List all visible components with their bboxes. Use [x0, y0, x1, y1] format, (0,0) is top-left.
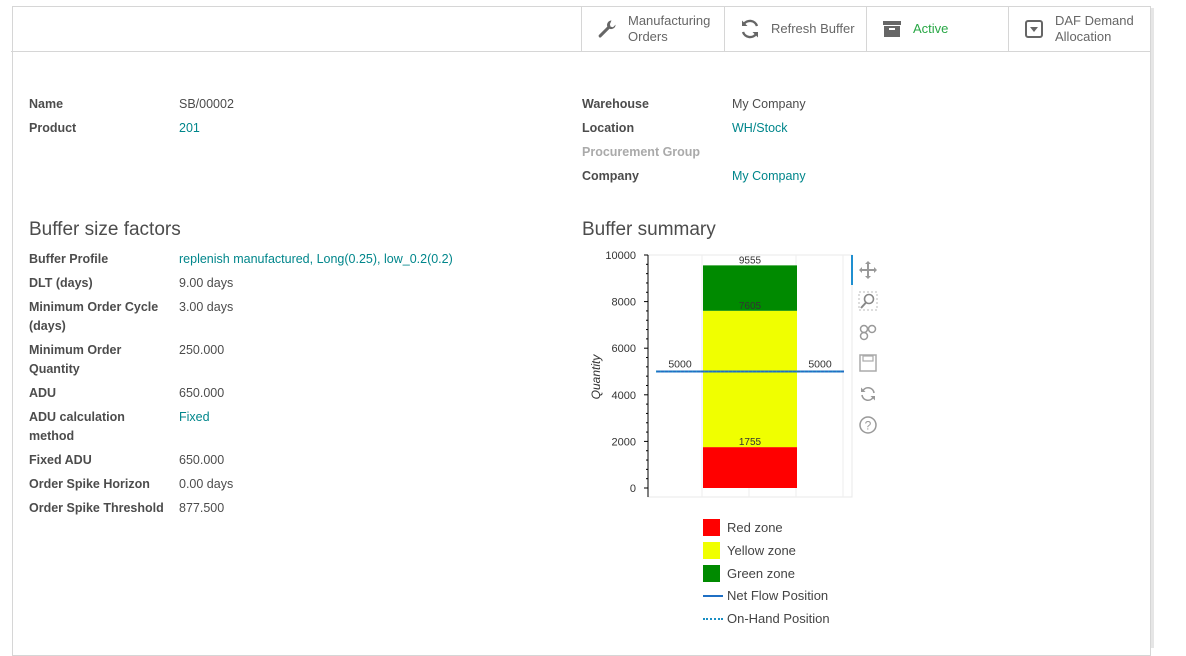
- order-spike-threshold-value: 877.500: [179, 501, 225, 515]
- y-tick-label: 0: [630, 483, 636, 495]
- active-toggle-button[interactable]: Active: [866, 7, 1008, 51]
- legend-on-hand-position[interactable]: On-Hand Position: [703, 611, 830, 626]
- dlt-value: 9.00 days: [179, 276, 234, 290]
- green-zone-swatch: [703, 565, 720, 582]
- buffer-profile-label: Buffer Profile: [29, 252, 109, 266]
- buffer-chart: 0 2000 4000 6000 8000 10000 1755 7605 9555 5000…: [589, 250, 853, 498]
- fixed-adu-label: Fixed ADU: [29, 453, 92, 467]
- adu-value: 650.000: [179, 386, 225, 400]
- minimum-order-cycle-label: Minimum Order Cycle (days): [29, 300, 159, 333]
- zone-bar: [703, 310, 797, 448]
- name-value: SB/00002: [179, 97, 234, 111]
- order-spike-horizon-label: Order Spike Horizon: [29, 477, 150, 491]
- on-hand-line-swatch: [703, 617, 723, 620]
- reset-tool-icon[interactable]: [858, 384, 880, 406]
- daf-demand-allocation-label: DAF Demand Allocation: [1055, 13, 1134, 44]
- legend-label: Green zone: [727, 566, 795, 581]
- warehouse-label: Warehouse: [582, 97, 649, 111]
- legend-label: Yellow zone: [727, 543, 796, 558]
- dlt-label: DLT (days): [29, 276, 93, 290]
- product-link[interactable]: 201: [179, 121, 200, 135]
- svg-text:?: ?: [865, 419, 872, 433]
- bar-value-label: 9555: [739, 255, 762, 266]
- name-label: Name: [29, 97, 64, 111]
- help-tool-icon[interactable]: ?: [858, 415, 880, 437]
- location-link[interactable]: WH/Stock: [732, 121, 788, 135]
- refresh-buffer-label: Refresh Buffer: [771, 21, 855, 36]
- red-zone-swatch: [703, 519, 720, 536]
- net-flow-line-swatch: [703, 594, 723, 597]
- company-label: Company: [582, 169, 639, 183]
- save-tool-icon[interactable]: [858, 353, 880, 375]
- location-label: Location: [582, 121, 635, 135]
- sheet-shadow: [1151, 8, 1154, 648]
- y-axis-label: Quantity: [589, 354, 603, 400]
- bar-value-label: 1755: [739, 437, 762, 448]
- minimum-order-cycle-value: 3.00 days: [179, 300, 234, 314]
- chart-toolbar: ?: [858, 260, 880, 437]
- buffer-profile-link[interactable]: replenish manufactured, Long(0.25), low_…: [179, 252, 453, 266]
- refresh-buffer-button[interactable]: Refresh Buffer: [724, 7, 866, 51]
- yellow-zone-swatch: [703, 542, 720, 559]
- buffer-summary-title: Buffer summary: [582, 219, 716, 240]
- manufacturing-orders-label: Manufacturing Orders: [628, 13, 711, 44]
- y-tick-label: 8000: [612, 297, 636, 309]
- y-tick-label: 6000: [612, 343, 636, 355]
- legend-label: On-Hand Position: [727, 611, 830, 626]
- company-link[interactable]: My Company: [732, 169, 806, 183]
- bar-value-label: 7605: [739, 301, 762, 312]
- legend-green-zone[interactable]: Green zone: [703, 565, 795, 582]
- buffer-size-factors-title: Buffer size factors: [29, 219, 181, 240]
- line-value-label: 5000: [808, 359, 832, 371]
- legend-red-zone[interactable]: Red zone: [703, 519, 783, 536]
- archive-icon: [881, 18, 903, 40]
- legend-net-flow-position[interactable]: Net Flow Position: [703, 588, 828, 603]
- legend-label: Red zone: [727, 520, 783, 535]
- button-box: Manufacturing Orders Refresh Buffer: [11, 7, 1150, 52]
- pan-tool-icon[interactable]: [858, 260, 880, 282]
- refresh-icon: [739, 18, 761, 40]
- legend-yellow-zone[interactable]: Yellow zone: [703, 542, 796, 559]
- daf-demand-allocation-button[interactable]: DAF Demand Allocation: [1008, 7, 1150, 51]
- zoom-tool-icon[interactable]: [858, 291, 880, 313]
- procurement-group-label: Procurement Group: [582, 145, 701, 159]
- form-sheet: Manufacturing Orders Refresh Buffer: [11, 6, 1151, 656]
- manufacturing-orders-button[interactable]: Manufacturing Orders: [581, 7, 724, 51]
- y-tick-label: 2000: [612, 436, 636, 448]
- y-tick-label: 4000: [612, 390, 636, 402]
- dropdown-box-icon: [1023, 18, 1045, 40]
- zone-bar: [703, 447, 797, 488]
- legend-label: Net Flow Position: [727, 588, 829, 603]
- product-label: Product: [29, 121, 77, 135]
- adu-calculation-method-link[interactable]: Fixed: [179, 410, 210, 424]
- minimum-order-quantity-value: 250.000: [179, 343, 225, 357]
- order-spike-threshold-label: Order Spike Threshold: [29, 501, 164, 515]
- wrench-icon: [596, 18, 618, 40]
- active-label: Active: [913, 21, 949, 36]
- zone-bar: [703, 265, 797, 311]
- adu-calculation-method-label: ADU calculation method: [29, 410, 125, 443]
- order-spike-horizon-value: 0.00 days: [179, 477, 234, 491]
- minimum-order-quantity-label: Minimum Order Quantity: [29, 343, 122, 376]
- line-value-label: 5000: [668, 359, 692, 371]
- warehouse-value: My Company: [732, 97, 806, 111]
- fixed-adu-value: 650.000: [179, 453, 225, 467]
- adu-label: ADU: [29, 386, 57, 400]
- y-tick-label: 10000: [605, 250, 636, 262]
- hover-tool-icon[interactable]: [858, 322, 880, 344]
